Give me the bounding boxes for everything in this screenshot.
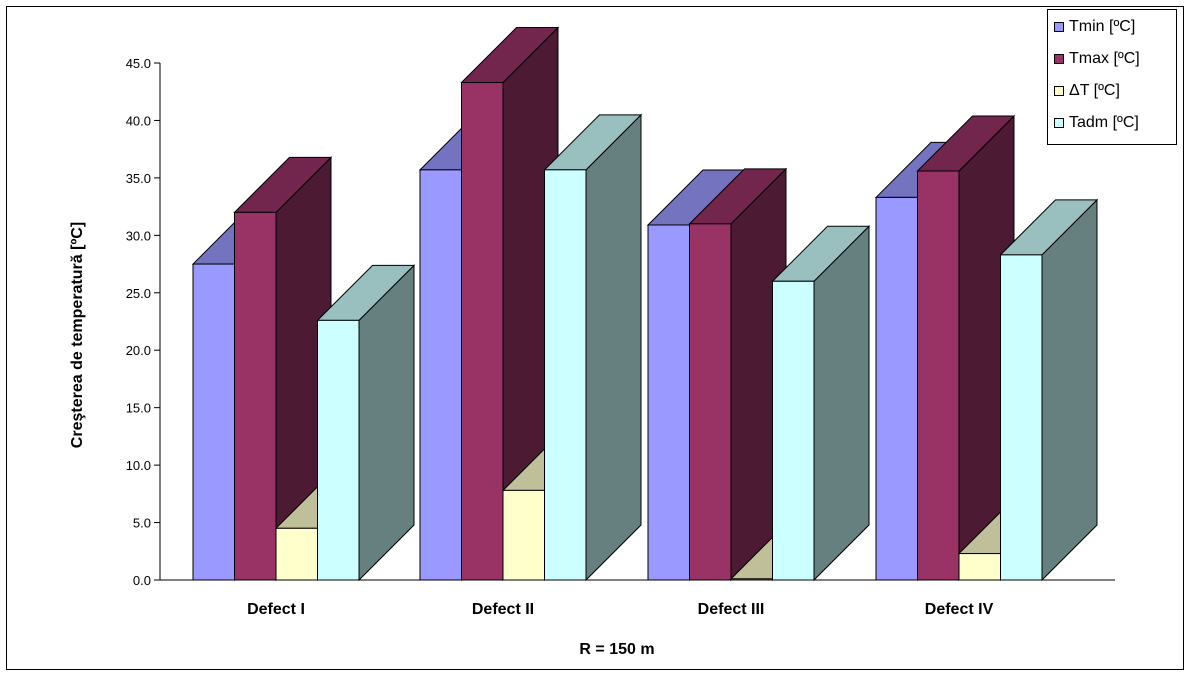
bar-front-face: [419, 169, 462, 581]
legend-swatch-tmax: [1054, 54, 1064, 64]
bar-front-face: [317, 319, 360, 581]
y-tick-label: 45.0: [126, 56, 151, 71]
bar-front-face: [917, 170, 960, 581]
legend-label: ΔT [ºC]: [1069, 82, 1120, 99]
bar-front-face: [647, 224, 690, 581]
x-axis-title: R = 150 m: [579, 641, 654, 658]
legend-item-tmin: Tmin [ºC]: [1054, 16, 1135, 38]
bar-2-3: [688, 167, 788, 582]
bar-front-face: [875, 196, 918, 581]
legend-item-tmax: Tmax [ºC]: [1054, 48, 1140, 70]
x-tick-label: Defect I: [247, 601, 305, 618]
legend-label: Tadm [ºC]: [1069, 114, 1139, 131]
y-tick-label: 15.0: [126, 401, 151, 416]
bar-front-face: [275, 527, 318, 581]
bar-side-face: [1041, 198, 1098, 582]
y-tick-label: 5.0: [133, 516, 151, 531]
legend-label: Tmax [ºC]: [1069, 50, 1140, 67]
y-tick-label: 40.0: [126, 113, 151, 128]
bar-front-face: [192, 263, 235, 581]
bar-4-4: [999, 198, 1099, 582]
legend-swatch-delta-t: [1054, 86, 1064, 96]
bar-front-face: [461, 82, 504, 581]
legend: Tmin [ºC] Tmax [ºC] ΔT [ºC] Tadm [ºC]: [1047, 9, 1177, 145]
bar-front-face: [689, 223, 732, 581]
legend-item-tadm: Tadm [ºC]: [1054, 112, 1139, 134]
bar-4-3: [771, 225, 871, 582]
y-tick-label: 25.0: [126, 286, 151, 301]
bar-front-face: [502, 489, 545, 581]
bars: [191, 26, 1099, 582]
y-tick-label: 20.0: [126, 343, 151, 358]
bar-2-4: [916, 114, 1016, 582]
bar-front-face: [234, 211, 277, 581]
bar-4-2: [543, 113, 643, 582]
x-tick-label: Defect IV: [925, 601, 994, 618]
bar-front-face: [544, 169, 587, 581]
legend-label: Tmin [ºC]: [1069, 18, 1136, 35]
y-tick-label: 30.0: [126, 228, 151, 243]
bar-side-face: [585, 113, 642, 582]
x-tick-label: Defect III: [698, 601, 765, 618]
y-axis-title: Creşterea de temperatură [ºC]: [69, 222, 86, 448]
bar-front-face: [1000, 254, 1043, 581]
bar-side-face: [813, 225, 870, 582]
legend-item-delta-t: ΔT [ºC]: [1054, 80, 1120, 102]
bar-4-1: [316, 264, 416, 582]
y-tick-label: 0.0: [133, 573, 151, 588]
category-labels: Defect I Defect II Defect III Defect IV: [247, 601, 993, 618]
y-tick-label: 10.0: [126, 458, 151, 473]
legend-swatch-tmin: [1054, 22, 1064, 32]
bar-front-face: [958, 553, 1001, 581]
y-tick-label: 35.0: [126, 171, 151, 186]
x-tick-label: Defect II: [472, 601, 534, 618]
bar-front-face: [772, 280, 815, 581]
bar-front-face: [730, 578, 773, 581]
legend-swatch-tadm: [1054, 118, 1064, 128]
